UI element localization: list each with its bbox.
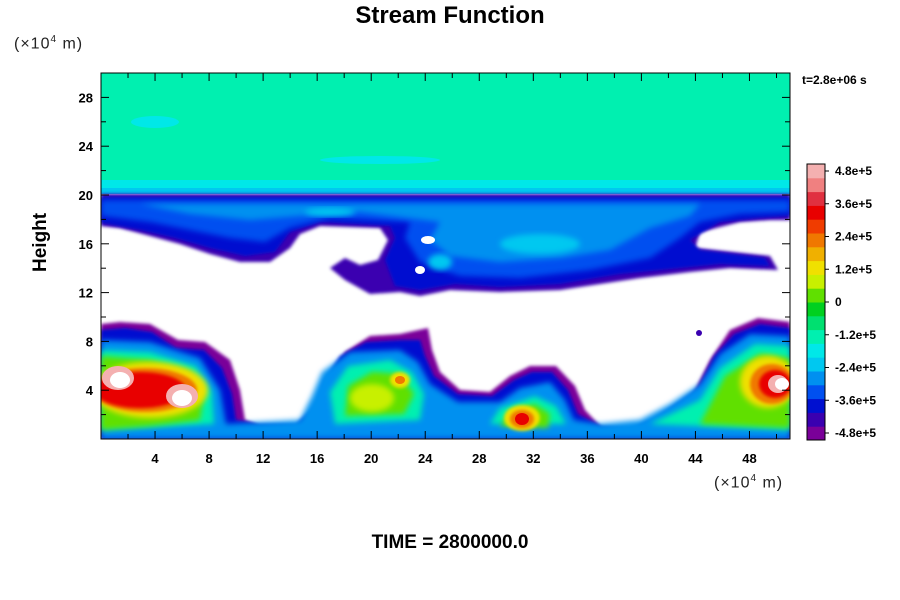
colorbar-swatch xyxy=(807,371,825,386)
y-tick-label: 20 xyxy=(79,188,93,203)
colorbar-swatch xyxy=(807,343,825,358)
plot-frame xyxy=(100,72,791,440)
y-axis-unit: (×104 m) xyxy=(14,34,84,53)
x-axis: 4 8 12 16 20 24 28 32 36 40 44 48 xyxy=(127,73,777,466)
x-tick-label: 32 xyxy=(526,451,540,466)
y-tick-label: 24 xyxy=(79,139,94,154)
y-tick-label: 28 xyxy=(79,90,93,105)
colorbar-label: -3.6e+5 xyxy=(835,393,876,407)
colorbar-swatch xyxy=(807,164,825,179)
colorbar-label: 0 xyxy=(835,295,842,309)
colorbar-swatch xyxy=(807,302,825,317)
time-footer: TIME = 2800000.0 xyxy=(371,532,529,553)
colorbar-swatch xyxy=(807,177,825,193)
x-tick-label: 8 xyxy=(205,451,212,466)
x-tick-label: 24 xyxy=(418,451,433,466)
time-stamp: t=2.8e+06 s xyxy=(802,73,867,87)
x-tick-label: 40 xyxy=(634,451,648,466)
colorbar-label: -2.4e+5 xyxy=(835,361,876,375)
colorbar-label: 4.8e+5 xyxy=(835,164,872,178)
x-tick-label: 28 xyxy=(472,451,486,466)
colorbar-swatch xyxy=(807,274,825,289)
colorbar-swatch xyxy=(807,329,825,344)
colorbar-label: -1.2e+5 xyxy=(835,328,876,342)
x-axis-unit: (×104 m) xyxy=(714,473,784,492)
colorbar-swatch xyxy=(807,412,825,427)
colorbar-label: 3.6e+5 xyxy=(835,197,872,211)
colorbar-swatch xyxy=(807,315,825,331)
x-tick-label: 36 xyxy=(580,451,594,466)
colorbar-label: -4.8e+5 xyxy=(835,426,876,440)
y-tick-label: 4 xyxy=(86,383,94,398)
colorbar-swatch xyxy=(807,384,825,400)
colorbar-swatch xyxy=(807,205,825,220)
x-tick-label: 16 xyxy=(310,451,324,466)
colorbar-swatch xyxy=(807,233,825,248)
colorbar-swatch xyxy=(807,398,825,413)
y-tick-label: 16 xyxy=(79,237,93,252)
y-axis: 4 8 12 16 20 24 28 xyxy=(79,90,790,416)
upper-layer xyxy=(101,73,790,193)
chart-title: Stream Function xyxy=(355,2,545,29)
colorbar-swatch xyxy=(807,246,825,262)
colorbar-label: 1.2e+5 xyxy=(835,262,872,276)
x-tick-label: 20 xyxy=(364,451,378,466)
x-tick-label: 44 xyxy=(688,451,703,466)
colorbar-swatch xyxy=(807,219,825,234)
y-tick-label: 8 xyxy=(86,334,93,349)
colorbar-swatch xyxy=(807,191,825,206)
x-tick-label: 48 xyxy=(742,451,756,466)
x-tick-label: 4 xyxy=(151,451,159,466)
colorbar-swatch xyxy=(807,426,825,441)
colorbar-swatch xyxy=(807,357,825,372)
y-tick-label: 12 xyxy=(79,286,93,301)
lower-layer xyxy=(101,318,790,439)
colorbar-label: 2.4e+5 xyxy=(835,230,872,244)
colorbar-swatch xyxy=(807,288,825,303)
contour-field xyxy=(101,73,790,439)
colorbar: 4.8e+5 3.6e+5 2.4e+5 1.2e+5 0 -1.2e+5 -2.4e+5 -… xyxy=(806,163,876,441)
colorbar-swatch xyxy=(807,260,825,275)
x-tick-label: 12 xyxy=(256,451,270,466)
